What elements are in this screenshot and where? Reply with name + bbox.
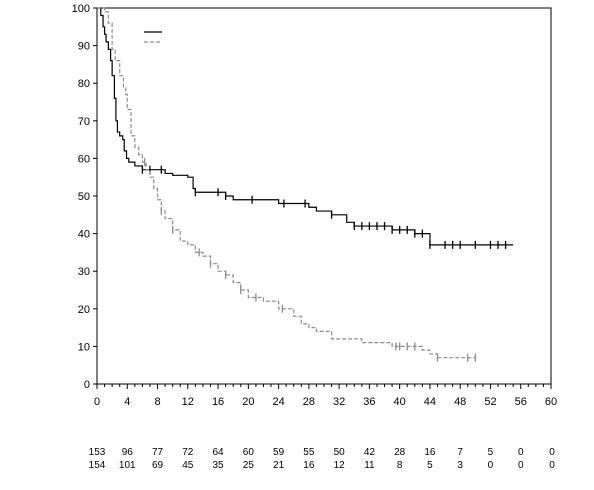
at-risk-row-2-value: 8 xyxy=(397,460,403,471)
x-tick-label: 28 xyxy=(303,396,315,408)
at-risk-row-1-value: 28 xyxy=(394,447,406,458)
y-tick-label: 20 xyxy=(78,304,90,316)
at-risk-row-1-value: 64 xyxy=(213,447,225,458)
at-risk-row-1-value: 55 xyxy=(303,447,315,458)
at-risk-row-2-value: 25 xyxy=(243,460,255,471)
y-tick-label: 0 xyxy=(84,379,90,391)
at-risk-row-1-value: 42 xyxy=(364,447,376,458)
at-risk-row-2-value: 12 xyxy=(334,460,346,471)
y-tick-label: 60 xyxy=(78,153,90,165)
at-risk-row-1-value: 77 xyxy=(152,447,164,458)
x-tick-label: 56 xyxy=(515,396,527,408)
at-risk-row-1-value: 153 xyxy=(89,447,106,458)
series-layer xyxy=(97,7,514,362)
x-axis: 0 4 8 12 16 20 24 28 32 36 40 44 48 52 56 60 xyxy=(94,384,557,408)
at-risk-row-1-value: 72 xyxy=(182,447,194,458)
at-risk-row-1-value: 7 xyxy=(457,447,463,458)
y-tick-label: 50 xyxy=(78,191,90,203)
x-tick-label: 44 xyxy=(424,396,436,408)
at-risk-row-2-value: 101 xyxy=(119,460,136,471)
x-tick-label: 24 xyxy=(272,396,284,408)
at-risk-row-1-value: 50 xyxy=(334,447,346,458)
y-tick-label: 70 xyxy=(78,116,90,128)
x-tick-label: 48 xyxy=(454,396,466,408)
y-axis: 0 10 20 30 40 50 60 70 80 90 100 xyxy=(72,3,97,391)
y-tick-label: 40 xyxy=(78,229,90,241)
at-risk-row-2-value: 0 xyxy=(518,460,524,471)
plot-frame xyxy=(96,7,552,385)
y-tick-label: 30 xyxy=(78,266,90,278)
at-risk-row-1-value: 0 xyxy=(549,447,555,458)
at-risk-row-1-value: 96 xyxy=(122,447,134,458)
x-tick-label: 8 xyxy=(154,396,160,408)
at-risk-row-2-value: 5 xyxy=(427,460,433,471)
x-tick-label: 20 xyxy=(242,396,254,408)
x-tick-label: 40 xyxy=(394,396,406,408)
at-risk-row-2-value: 16 xyxy=(303,460,315,471)
at-risk-row-2-value: 35 xyxy=(213,460,225,471)
at-risk-row-2-value: 3 xyxy=(457,460,463,471)
x-tick-label: 32 xyxy=(333,396,345,408)
x-tick-label: 16 xyxy=(212,396,224,408)
at-risk-row-2-value: 154 xyxy=(89,460,106,471)
at-risk-row-2-value: 0 xyxy=(488,460,494,471)
x-tick-label: 0 xyxy=(94,396,100,408)
at-risk-row-2-value: 21 xyxy=(273,460,285,471)
x-tick-label: 60 xyxy=(545,396,557,408)
x-tick-label: 12 xyxy=(182,396,194,408)
at-risk-row-1-value: 59 xyxy=(273,447,285,458)
y-tick-label: 100 xyxy=(72,3,90,15)
x-tick-label: 4 xyxy=(124,396,130,408)
y-tick-label: 90 xyxy=(78,41,90,53)
legend xyxy=(144,31,162,43)
at-risk-row-1-value: 5 xyxy=(488,447,494,458)
x-tick-label: 52 xyxy=(484,396,496,408)
at-risk-row-2-value: 0 xyxy=(549,460,555,471)
y-tick-label: 80 xyxy=(78,78,90,90)
at-risk-row-2-value: 11 xyxy=(364,460,375,471)
at-risk-row-2-value: 69 xyxy=(152,460,164,471)
at-risk-row-1-value: 0 xyxy=(518,447,524,458)
series-2-curve xyxy=(97,7,476,359)
at-risk-row-1-value: 16 xyxy=(424,447,436,458)
y-tick-label: 10 xyxy=(78,341,90,353)
at-risk-row-2-value: 45 xyxy=(182,460,194,471)
at-risk-row-1-value: 60 xyxy=(243,447,255,458)
series-1-curve xyxy=(97,7,514,246)
x-tick-label: 36 xyxy=(363,396,375,408)
